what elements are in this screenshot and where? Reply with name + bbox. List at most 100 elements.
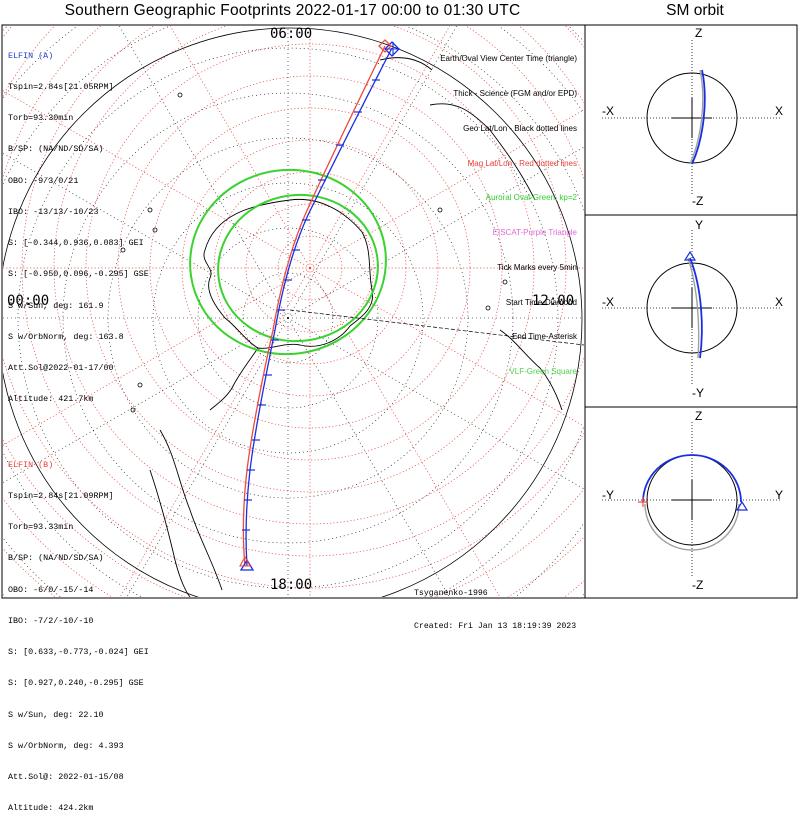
island <box>137 382 143 388</box>
sm-panel-xz <box>602 40 782 196</box>
geo-meridian <box>287 26 457 319</box>
mlt-label-right: 12:00 <box>532 293 575 309</box>
elfin-b-line: Tspin=2.84s[21.09RPM] <box>8 491 114 502</box>
geo-latitude-circle <box>197 227 379 409</box>
earth-limb <box>3 27 583 597</box>
sm-panel-yz <box>602 422 782 578</box>
sm-orbit-title: SM orbit <box>666 2 724 19</box>
south-america-coastline <box>149 429 223 597</box>
elfin-b-line: Torb=93.33min <box>8 522 74 533</box>
legend-entry: EISCAT-Purple Triangle <box>492 228 577 238</box>
mag-latitude-circle <box>117 75 503 461</box>
elfin-a-line: S: [-0.344,0.936,0.083] GEI <box>8 238 144 249</box>
mag-latitude-circle <box>277 235 343 301</box>
elfin-a-line: Att.Sol@2022-01-17/00 <box>8 363 114 373</box>
elfin-b-header: ELFIN (B) <box>8 459 54 470</box>
polar-map <box>3 26 584 597</box>
sm-xy-right: X <box>775 295 784 309</box>
mlt-label-top: 06:00 <box>270 26 313 42</box>
legend-entry: Start Time-Diamond <box>505 297 577 307</box>
mlt-label-left: 00:00 <box>7 293 50 309</box>
sm-xz-bottom: -Z <box>692 194 704 208</box>
sm-xz-right: X <box>775 104 784 118</box>
geo-meridian <box>3 153 289 319</box>
sm-frame-yz <box>584 406 798 599</box>
sm-xz-left: -X <box>602 104 614 118</box>
elfin-a-track <box>245 47 393 567</box>
elfin-a-line: OBO: -9/3/0/21 <box>8 175 79 186</box>
mag-latitude-circle <box>245 203 375 333</box>
elfin-b-info: ELFIN (B) Tspin=2.84s[21.09RPM] Torb=93.… <box>8 439 149 824</box>
legend-entry: Mag Lat/Lon - Red dotted lines <box>467 158 577 168</box>
sm-panel-xy <box>602 230 782 386</box>
chart-title: Southern Geographic Footprints 2022-01-1… <box>64 2 521 19</box>
auroral-oval-inner <box>217 193 379 343</box>
elfin-b-start-diamond <box>378 39 392 53</box>
sm-xy-top: Y <box>695 218 704 232</box>
mag-latitude-circle <box>21 26 584 557</box>
elfin-b-line: OBO: -6/0/-15/-14 <box>8 584 94 595</box>
sm-xy-grey-orbit <box>687 257 700 359</box>
legend-entry: End Time-Asterisk <box>512 332 577 342</box>
sm-xy-left: -X <box>602 295 614 309</box>
sm-xz-top: Z <box>695 26 703 40</box>
island <box>120 247 126 253</box>
legend-entry: Geo Lat/Lon - Black dotted lines <box>463 123 577 133</box>
antarctica-coastline <box>203 198 374 349</box>
elfin-a-info: ELFIN (A) Tspin=2.84s[21.05RPM] Torb=93.… <box>8 30 149 415</box>
sm-yz-end-asterisk <box>638 497 648 507</box>
elfin-a-header: ELFIN (A) <box>8 50 54 61</box>
sm-orbit-panels <box>602 40 782 578</box>
elfin-b-line: B/SP: (NA/ND/SD/SA) <box>8 553 104 564</box>
auroral-oval-outer <box>189 168 387 356</box>
geo-meridian <box>287 146 584 319</box>
sm-xy-start-triangle <box>683 250 697 261</box>
island <box>485 305 491 311</box>
legend-entry: Tick Marks every 5min <box>497 262 577 272</box>
elfin-a-line: IBO: -13/13/-10/23 <box>8 206 99 217</box>
geo-meridian <box>126 317 289 597</box>
mlt-label-bottom: 18:00 <box>270 577 313 593</box>
mag-latitude-circle <box>181 139 439 397</box>
sm-yz-grey-orbit <box>644 503 740 551</box>
sm-xz-orbit-a <box>691 69 706 165</box>
geo-latitude-circle <box>152 182 424 454</box>
mag-grid <box>3 26 584 597</box>
island <box>147 207 153 213</box>
elfin-b-line: S: [0.633,-0.773,-0.024] GEI <box>8 647 149 658</box>
geo-meridian <box>119 26 289 319</box>
elfin-a-start-diamond <box>384 41 400 57</box>
elfin-a-line: S w/OrbNorm, deg: 163.8 <box>8 331 124 342</box>
elfin-a-line: Altitude: 421.7km <box>8 394 94 405</box>
geo-meridian <box>287 317 584 490</box>
sm-frame-xz <box>584 24 798 216</box>
map-layer <box>3 26 584 597</box>
elfin-a-line: Tspin=2.84s[21.05RPM] <box>8 82 114 93</box>
geo-meridian <box>3 317 289 483</box>
elfin-b-track <box>242 45 386 567</box>
created-credit: Created: Fri Jan 13 18:19:39 2023 <box>414 622 577 631</box>
model-credit: Tsyganenko-1996 <box>414 589 488 598</box>
island <box>437 207 443 213</box>
island <box>152 227 158 233</box>
elfin-a-line: S w/Sun, deg: 161.9 <box>8 300 104 311</box>
legend-entry: Earth/Oval View Center Time (triangle) <box>440 54 577 64</box>
legend-entry: Auroral Oval-Green, kp=2 <box>485 193 577 203</box>
elfin-b-line: S w/Sun, deg: 22.10 <box>8 709 104 720</box>
sm-yz-bottom: -Z <box>692 578 704 592</box>
elfin-b-line: Altitude: 424.2km <box>8 803 94 814</box>
elfin-b-line: S: [0.927,0.240,-0.295] GSE <box>8 678 144 689</box>
footprint-chart <box>1 24 798 599</box>
view-line <box>289 309 584 346</box>
elfin-a-line: B/SP: (NA/ND/SD/SA) <box>8 144 104 155</box>
sm-yz-orbit-a <box>642 454 742 503</box>
elfin-b-line: Att.Sol@: 2022-01-15/08 <box>8 772 124 782</box>
geo-latitude-circle <box>17 47 559 589</box>
credits: Tsyganenko-1996 Created: Fri Jan 13 18:1… <box>414 566 576 643</box>
elfin-a-line: S: [-0.950,0.096,-0.295] GSE <box>8 269 149 280</box>
sm-yz-top: Z <box>695 409 703 423</box>
antarctic-peninsula <box>209 347 259 411</box>
island <box>502 279 508 285</box>
sm-yz-left: -Y <box>602 488 614 502</box>
sm-frame-xy <box>584 214 798 408</box>
